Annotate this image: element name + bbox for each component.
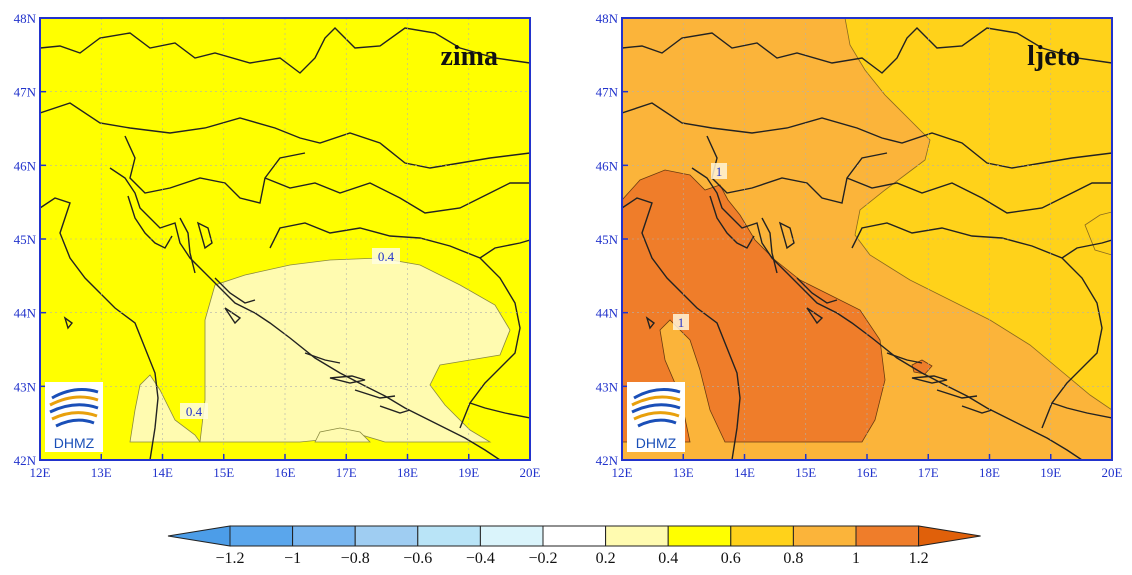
colorbar-tick-label: −1 xyxy=(284,550,301,567)
contour-label-bg xyxy=(180,403,208,419)
contour-label-zima-1: 0.4 xyxy=(378,249,395,264)
colorbar-tick-label: 1 xyxy=(852,550,860,567)
lon-tick-label: 20E xyxy=(1102,465,1123,480)
lon-tick-label: 14E xyxy=(152,465,173,480)
colorbar-tick-label: 0.8 xyxy=(783,550,803,567)
colorbar-bin xyxy=(730,525,794,547)
colorbar-tick-label: −0.2 xyxy=(528,550,557,567)
lon-tick-label: 18E xyxy=(397,465,418,480)
lon-tick-label: 17E xyxy=(336,465,357,480)
colorbar-tick-label: −1.2 xyxy=(215,550,244,567)
ljeto-gridlines xyxy=(622,18,1112,460)
lat-tick-label: 48N xyxy=(14,11,37,26)
lon-tick-label: 19E xyxy=(458,465,479,480)
lon-tick-label: 13E xyxy=(673,465,694,480)
contour-label-bg xyxy=(711,163,727,179)
lat-tick-label: 46N xyxy=(596,158,619,173)
colorbar-tick-label: 0.2 xyxy=(596,550,616,567)
colorbar-tick-label: 1.2 xyxy=(909,550,929,567)
lon-tick-label: 18E xyxy=(979,465,1000,480)
colorbar-bin xyxy=(354,525,419,547)
lon-tick-label: 14E xyxy=(734,465,755,480)
colorbar-bin xyxy=(292,525,356,547)
colorbar-over-triangle xyxy=(918,525,981,547)
lat-tick-label: 47N xyxy=(596,85,619,100)
zima-low-anomaly-region-3 xyxy=(314,427,371,443)
lat-tick-label: 43N xyxy=(14,379,37,394)
contour-label-ljeto-2: 1 xyxy=(678,315,685,330)
zima-panel-title: zima xyxy=(440,41,498,72)
lat-tick-label: 44N xyxy=(596,306,619,321)
lon-tick-label: 17E xyxy=(918,465,939,480)
logo-text: DHMZ xyxy=(54,435,95,451)
colorbar-bin xyxy=(542,525,607,547)
zima-gridlines xyxy=(40,18,530,460)
logo-text: DHMZ xyxy=(636,435,677,451)
dhmz-swoosh-icon xyxy=(631,388,681,428)
ljeto-light-anomaly-region-2 xyxy=(1084,211,1112,256)
lat-tick-label: 45N xyxy=(14,232,37,247)
lat-tick-label: 48N xyxy=(596,11,619,26)
lat-tick-label: 42N xyxy=(596,453,619,468)
ljeto-light-anomaly-region xyxy=(844,18,1112,411)
lon-tick-label: 12E xyxy=(612,465,633,480)
colorbar-bin xyxy=(792,525,857,547)
lat-tick-label: 45N xyxy=(596,232,619,247)
dhmz-logo: DHMZ xyxy=(627,382,685,452)
colorbar-bin xyxy=(605,525,669,547)
lat-tick-label: 43N xyxy=(596,379,619,394)
colorbar-under-triangle xyxy=(167,525,231,547)
colorbar-bin xyxy=(667,525,732,547)
colorbar-tick-label: −0.6 xyxy=(403,550,432,567)
colorbar-bin xyxy=(229,525,294,547)
lon-tick-label: 16E xyxy=(275,465,296,480)
lon-tick-label: 15E xyxy=(213,465,234,480)
lon-tick-label: 15E xyxy=(795,465,816,480)
lon-tick-label: 16E xyxy=(857,465,878,480)
colorbar-tick-label: −0.4 xyxy=(466,550,495,567)
contour-label-bg xyxy=(673,314,689,330)
lon-tick-label: 20E xyxy=(520,465,541,480)
colorbar-bin xyxy=(855,525,920,547)
colorbar-bin xyxy=(479,525,544,547)
contour-label-zima-2: 0.4 xyxy=(186,404,203,419)
lat-tick-label: 42N xyxy=(14,453,37,468)
colorbar-tick-label: −0.8 xyxy=(341,550,370,567)
lon-tick-label: 12E xyxy=(30,465,51,480)
colorbar-tick-label: 0.4 xyxy=(658,550,678,567)
contour-label-bg xyxy=(372,248,400,264)
lon-tick-label: 19E xyxy=(1040,465,1061,480)
zima-low-anomaly-region-2 xyxy=(129,374,201,443)
lat-tick-label: 44N xyxy=(14,306,37,321)
dhmz-swoosh-icon xyxy=(49,388,99,428)
ljeto-panel-title: ljeto xyxy=(1027,41,1080,72)
dhmz-logo: DHMZ xyxy=(45,382,103,452)
colorbar-tick-label: 0.6 xyxy=(721,550,741,567)
colorbar: −1.2 −1 −0.8 −0.6 −0.4 −0.2 0.2 0.4 0.6 0.8 1 1.2 xyxy=(167,525,981,567)
contour-label-ljeto-1: 1 xyxy=(716,164,723,179)
lon-tick-label: 13E xyxy=(91,465,112,480)
lat-tick-label: 46N xyxy=(14,158,37,173)
lat-tick-label: 47N xyxy=(14,85,37,100)
colorbar-bin xyxy=(417,525,481,547)
